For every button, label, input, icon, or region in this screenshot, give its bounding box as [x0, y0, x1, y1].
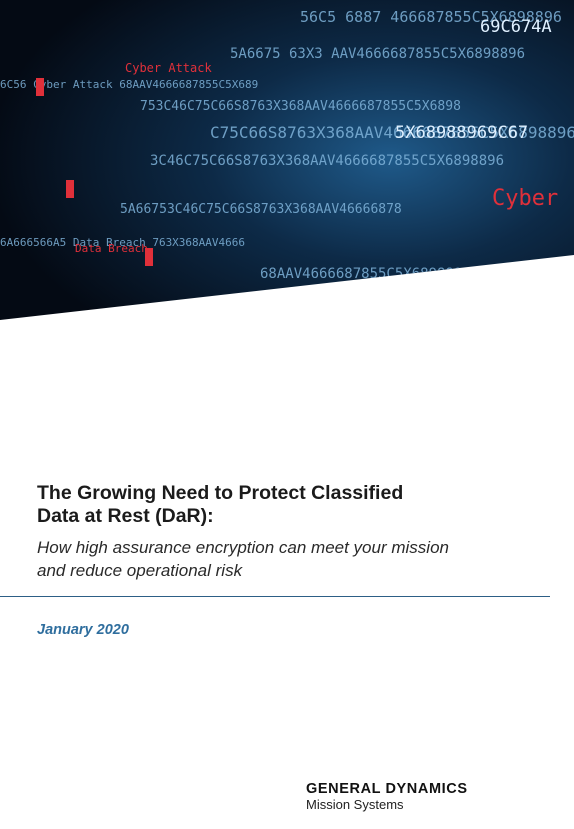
alert-marker-icon: [145, 248, 153, 266]
code-row: 753C46C75C66S8763X368AAV4666687855C5X689…: [140, 99, 461, 114]
document-title: The Growing Need to Protect Classified D…: [37, 482, 537, 528]
bright-code-row: 69C674A: [480, 17, 552, 37]
code-row: 3C46C75C66S8763X368AAV4666687855C5X68988…: [150, 153, 504, 169]
cyber-code-illustration: 56C5 6887 466687855C5X6898896 5A6675 63X3…: [0, 0, 574, 320]
code-row: 5A6675 63X3 AAV4666687855C5X6898896: [230, 46, 525, 62]
subtitle-line-1: How high assurance encryption can meet y…: [37, 538, 449, 557]
alert-marker-icon: [66, 180, 74, 198]
alert-label-data-breach: Data Breach: [75, 242, 148, 255]
code-row: 56C5 6887 466687855C5X6898896: [300, 8, 562, 26]
alert-label-cyber-attack: Cyber Attack: [125, 61, 212, 75]
company-logo: GENERAL DYNAMICS Mission Systems: [306, 781, 556, 813]
document-subtitle: How high assurance encryption can meet y…: [37, 536, 547, 582]
code-row: C75C66S8763X368AAV4666687855C5X68988969C…: [210, 123, 574, 142]
code-row: 6C56 Cyber Attack 68AAV4666687855C5X689: [0, 78, 258, 91]
alert-label-cyber: Cyber: [492, 186, 558, 211]
logo-division: Mission Systems: [306, 797, 404, 812]
title-line-1: The Growing Need to Protect Classified: [37, 482, 404, 504]
code-row: 5A66753C46C75C66S8763X368AAV46666878: [120, 202, 402, 217]
title-line-2: Data at Rest (DaR):: [37, 505, 214, 527]
alert-marker-icon: [36, 78, 44, 96]
section-divider: [0, 596, 550, 597]
code-row: 6A666566A5 Data Breach 763X368AAV4666: [0, 236, 245, 249]
publication-date: January 2020: [37, 622, 129, 638]
logo-name: GENERAL DYNAMICS: [306, 781, 468, 797]
subtitle-line-2: and reduce operational risk: [37, 561, 243, 580]
code-row: 68AAV4666687855C5X6898896: [260, 266, 471, 282]
cover-hero-image: 56C5 6887 466687855C5X6898896 5A6675 63X3…: [0, 0, 574, 330]
bright-code-row: 5X68988969C67: [395, 123, 528, 143]
